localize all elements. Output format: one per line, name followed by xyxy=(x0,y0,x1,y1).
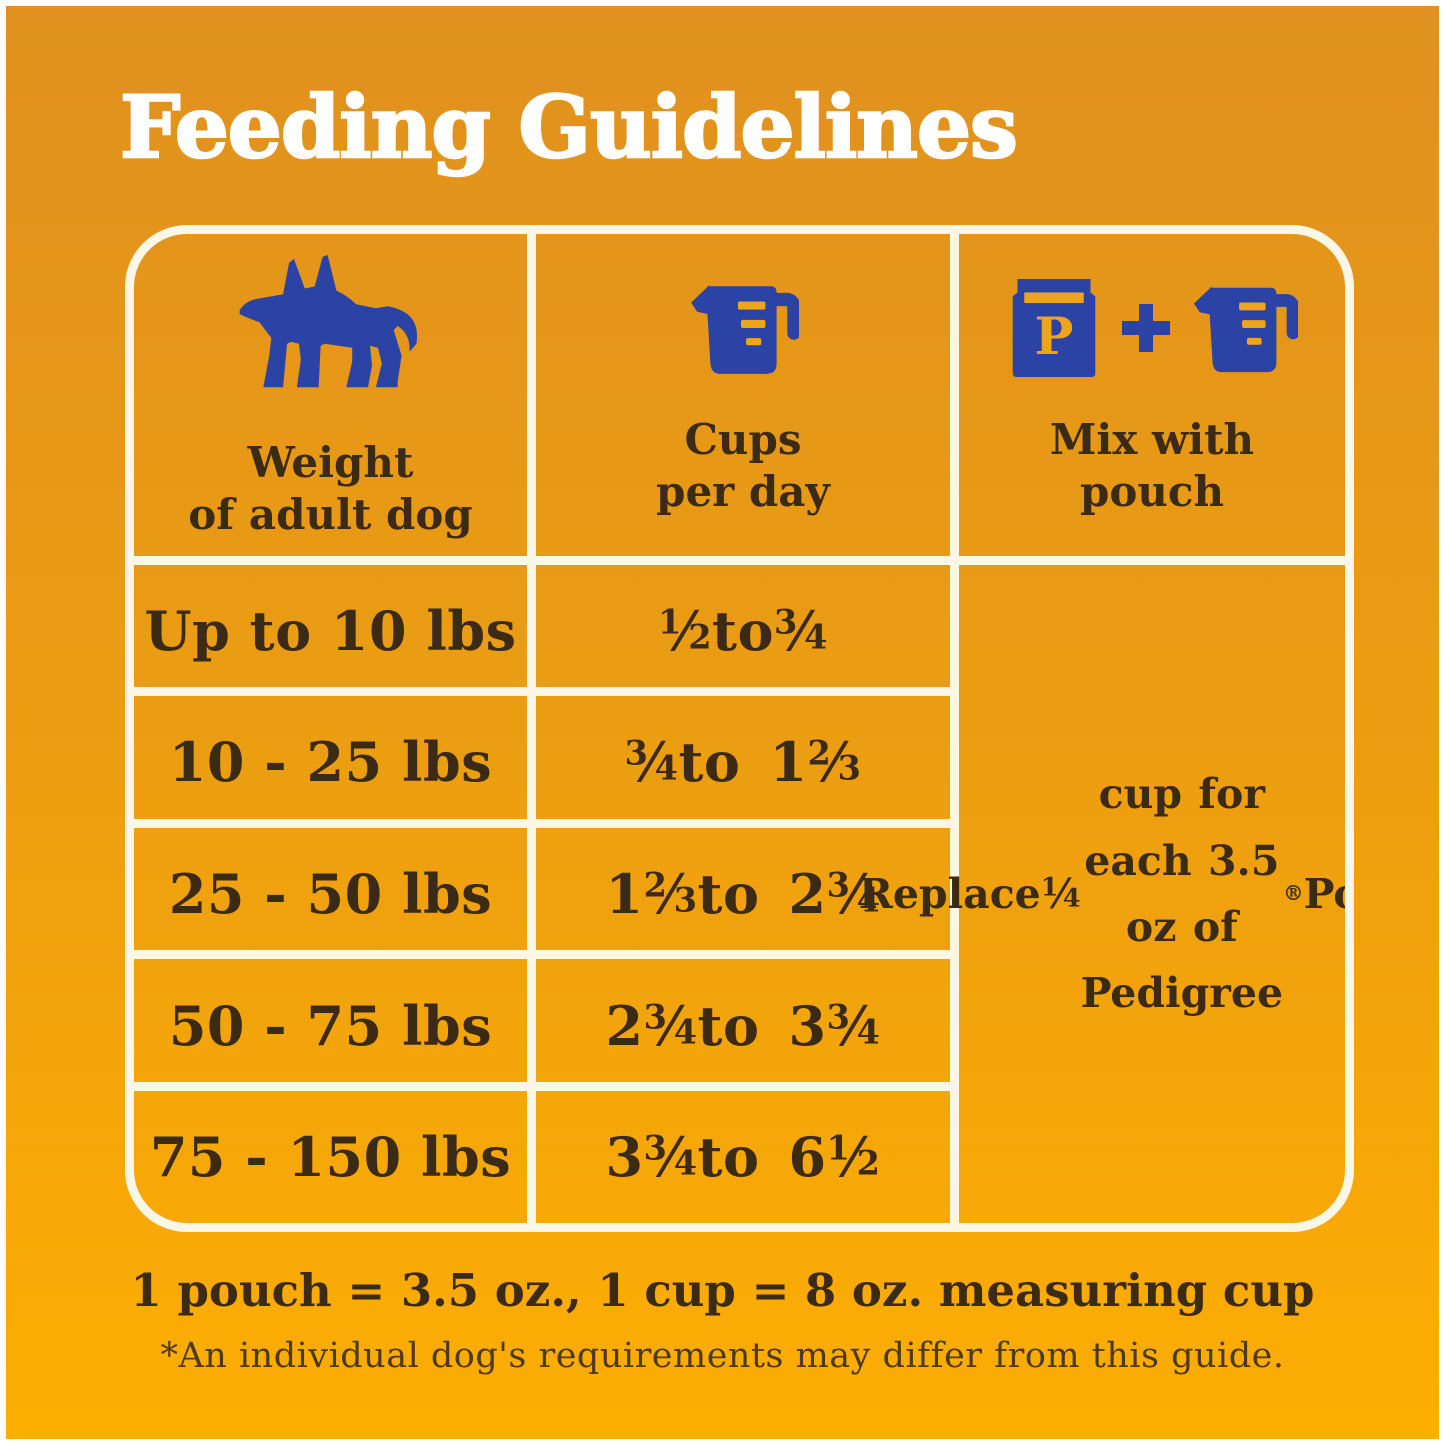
equivalence-note: 1 pouch = 3.5 oz., 1 cup = 8 oz. measuri… xyxy=(130,1264,1315,1317)
cups-cell: 1 2⁄3 to 2 3⁄4 xyxy=(605,861,881,926)
svg-text:P: P xyxy=(1035,305,1074,366)
cups-cell: 2 3⁄4 to 3 3⁄4 xyxy=(605,993,881,1058)
weight-cell: 50 - 75 lbs xyxy=(168,993,493,1058)
weight-cell: 25 - 50 lbs xyxy=(168,861,493,926)
dog-icon xyxy=(239,254,418,387)
measuring-cup-icon xyxy=(691,284,799,374)
measuring-cup-icon xyxy=(1193,286,1298,372)
column-divider xyxy=(950,234,959,1223)
disclaimer-note: *An individual dog's requirements may di… xyxy=(160,1336,1285,1376)
weight-cell: 75 - 150 lbs xyxy=(149,1125,512,1190)
cups-cell: 3 3⁄4 to 6 1⁄2 xyxy=(605,1125,881,1190)
header-mix: P Mix with pouch xyxy=(959,234,1345,556)
weight-cell: Up to 10 lbs xyxy=(144,598,517,663)
header-mix-label: Mix with pouch xyxy=(1049,414,1255,517)
cups-column: 1⁄2 to 3⁄4 3⁄4 to 1 2⁄3 1 2⁄3 to 2 3⁄4 2 3⁄… xyxy=(536,565,950,1223)
header-divider xyxy=(134,556,1345,565)
mix-note-cell: Replace 1⁄4 cup for each 3.5 oz of Pedig… xyxy=(859,770,1345,1018)
row-divider xyxy=(134,819,959,828)
pouch-icon: P xyxy=(1012,278,1096,377)
cups-cell: 1⁄2 to 3⁄4 xyxy=(658,598,828,663)
header-weight-label: Weight of adult dog xyxy=(188,437,473,540)
header-cups: Cups per day xyxy=(536,234,950,556)
weight-column: Up to 10 lbs 10 - 25 lbs 25 - 50 lbs 50 - 7… xyxy=(134,565,527,1223)
weight-cell: 10 - 25 lbs xyxy=(168,730,493,795)
header-cups-label: Cups per day xyxy=(656,414,830,517)
plus-icon xyxy=(1122,303,1170,352)
feeding-table: Weight of adult dog Cups per day P xyxy=(125,225,1354,1232)
header-weight: Weight of adult dog xyxy=(134,234,527,556)
pouch-plus-cup-icon: P xyxy=(1006,272,1298,384)
cups-cell: 3⁄4 to 1 2⁄3 xyxy=(624,730,862,795)
column-divider xyxy=(527,234,536,1223)
row-divider xyxy=(134,950,959,959)
row-divider xyxy=(134,687,959,696)
page-title: Feeding Guidelines xyxy=(119,77,1019,180)
row-divider xyxy=(134,1082,959,1091)
